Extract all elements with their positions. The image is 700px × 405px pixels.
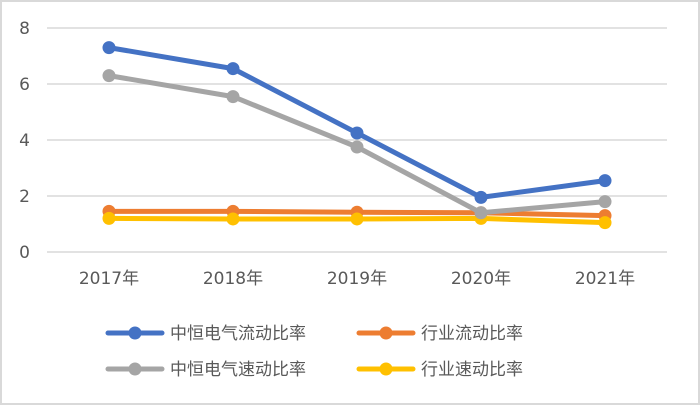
data-point-marker	[598, 174, 612, 188]
legend-label: 行业速动比率	[421, 360, 523, 380]
legend-label: 行业流动比率	[421, 324, 523, 344]
data-point-marker	[598, 195, 612, 209]
legend-label: 中恒电气流动比率	[170, 324, 306, 344]
x-tick-label: 2021年	[575, 269, 635, 289]
legend-item: 中恒电气速动比率	[105, 360, 306, 380]
y-tick-label: 0	[19, 243, 30, 263]
legend-item: 行业流动比率	[356, 324, 523, 344]
legend-label: 中恒电气速动比率	[170, 360, 306, 380]
legend-marker-icon	[379, 362, 393, 376]
legend-item: 行业速动比率	[356, 360, 523, 380]
x-tick-label: 2018年	[203, 269, 263, 289]
data-point-marker	[226, 90, 240, 104]
data-point-marker	[350, 212, 364, 226]
gridlines	[47, 27, 667, 253]
series-0	[102, 41, 612, 204]
legend-marker-icon	[128, 326, 142, 340]
data-point-marker	[474, 206, 488, 220]
legend-marker-icon	[379, 326, 393, 340]
data-point-marker	[350, 126, 364, 140]
data-point-marker	[474, 190, 488, 204]
data-point-marker	[598, 216, 612, 230]
y-axis-labels: 0 2 4 6 8	[19, 19, 30, 263]
y-tick-label: 2	[19, 187, 30, 207]
series-line	[106, 45, 608, 200]
data-point-marker	[226, 212, 240, 226]
legend-marker-icon	[128, 362, 142, 376]
y-tick-label: 6	[19, 75, 30, 95]
series-3	[102, 211, 612, 230]
y-tick-label: 8	[19, 19, 30, 39]
x-tick-label: 2020年	[451, 269, 511, 289]
data-point-marker	[350, 140, 364, 154]
x-tick-label: 2019年	[327, 269, 387, 289]
series-2	[102, 69, 612, 220]
x-tick-label: 2017年	[79, 269, 139, 289]
data-point-marker	[102, 69, 116, 83]
y-tick-label: 4	[19, 131, 30, 151]
data-point-marker	[102, 41, 116, 55]
legend-item: 中恒电气流动比率	[105, 324, 306, 344]
data-point-marker	[102, 211, 116, 225]
data-point-marker	[226, 62, 240, 76]
x-axis-labels: 2017年 2018年 2019年 2020年 2021年	[79, 269, 635, 289]
series-lines	[102, 41, 612, 230]
